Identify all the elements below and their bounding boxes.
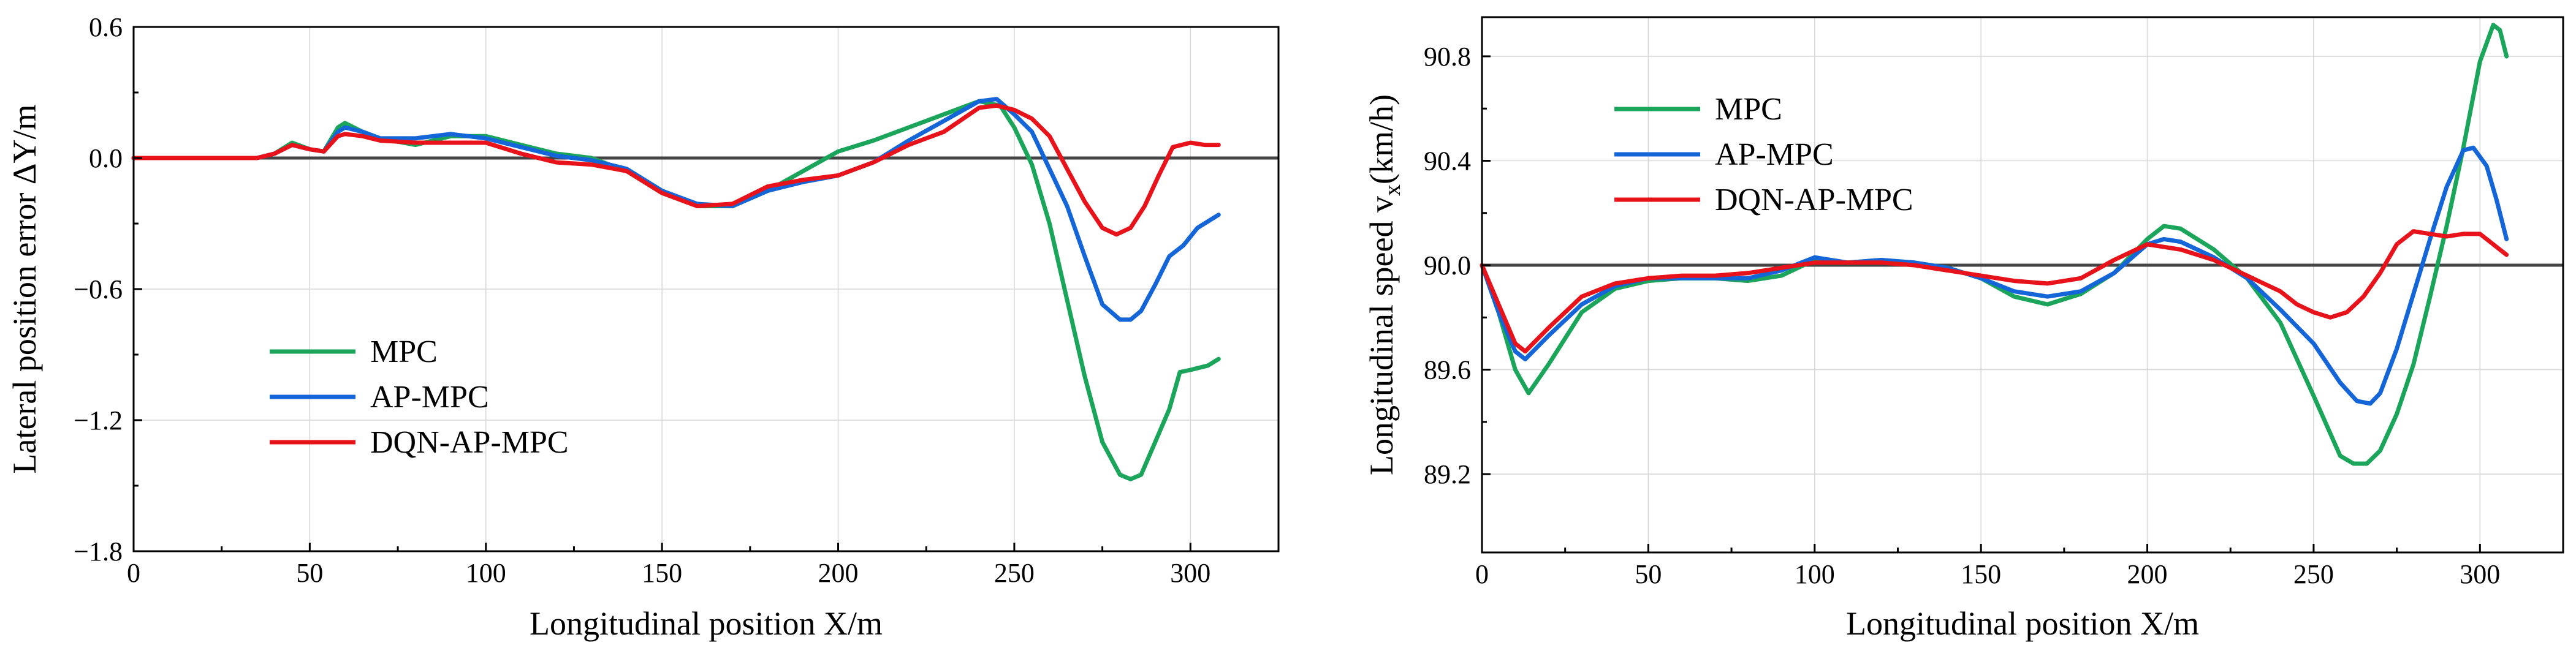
speed-series-group [1480,23,2509,466]
lateral-xtick-label-300: 300 [1170,558,1210,588]
lateral-xtick-label-200: 200 [818,558,859,588]
lateral-legend: MPC AP-MPC DQN-AP-MPC [270,334,569,460]
speed-xtick-label-0: 0 [1475,559,1489,589]
speed-xtick-label-150: 150 [1961,559,2001,589]
lateral-ticks: 0 50 100 150 200 250 300 −1.8 −1.2 −0.6 0.0 0.6 [74,12,1210,588]
lateral-series-mpc [131,99,1221,481]
speed-xtick-label-300: 300 [2460,559,2500,589]
speed-y-label-main: Longitudinal speed v [1363,196,1400,475]
lateral-legend-label-dqn-ap-mpc: DQN-AP-MPC [370,425,569,460]
lateral-xtick-label-50: 50 [296,558,323,588]
speed-y-label-unit: (km/h) [1363,94,1400,184]
speed-xtick-label-250: 250 [2293,559,2334,589]
longitudinal-speed-chart: 0 50 100 150 200 250 300 89.2 89.6 90.0 90.4 90.8 L… [1363,16,2564,642]
lateral-xtick-label-250: 250 [994,558,1035,588]
speed-ticks: 0 50 100 150 200 250 300 89.2 89.6 90.0 90.4 90.8 [1424,42,2500,589]
speed-xtick-label-200: 200 [2127,559,2168,589]
speed-ytick-label-1: 89.6 [1424,355,1471,385]
lateral-x-axis-label: Longitudinal position X/m [530,605,883,642]
lateral-series-dqn-ap-mpc [131,103,1221,237]
speed-y-axis-label: Longitudinal speed vx(km/h) [1363,94,1405,475]
lateral-xtick-label-0: 0 [127,558,140,588]
speed-plot-frame [1481,16,2564,554]
speed-xtick-label-100: 100 [1795,559,1835,589]
lateral-series-ap-mpc [131,97,1221,322]
lateral-ytick-label-1: −1.2 [74,405,123,435]
lateral-xtick-label-150: 150 [642,558,682,588]
lateral-xtick-label-100: 100 [466,558,506,588]
speed-ytick-label-3: 90.4 [1424,146,1471,176]
lateral-grid [134,27,1279,551]
speed-x-axis-label: Longitudinal position X/m [1846,605,2199,642]
lateral-y-axis-label: Lateral position error ΔY/m [6,104,43,473]
lateral-legend-label-mpc: MPC [370,334,438,369]
speed-ytick-label-4: 90.8 [1424,42,1471,72]
lateral-legend-label-ap-mpc: AP-MPC [370,380,489,415]
lateral-series-group [131,97,1221,481]
speed-series-dqn-ap-mpc [1480,229,2509,354]
speed-legend-label-ap-mpc: AP-MPC [1715,137,1834,172]
speed-ytick-label-2: 90.0 [1424,251,1471,281]
lateral-error-chart: 0 50 100 150 200 250 300 −1.8 −1.2 −0.6 0.0 0.6 Lon… [6,12,1280,642]
lateral-ytick-label-4: 0.6 [89,12,123,42]
speed-y-label-subscript: x [1380,184,1405,196]
speed-legend-label-dqn-ap-mpc: DQN-AP-MPC [1715,183,1913,217]
speed-legend: MPC AP-MPC DQN-AP-MPC [1614,92,1913,217]
lateral-ytick-label-2: −0.6 [74,274,123,304]
lateral-ytick-label-3: 0.0 [89,143,123,173]
speed-legend-label-mpc: MPC [1715,92,1782,127]
speed-grid [1482,17,2563,552]
lateral-ytick-label-0: −1.8 [74,537,123,567]
speed-xtick-label-50: 50 [1635,559,1662,589]
speed-ytick-label-0: 89.2 [1424,459,1471,489]
